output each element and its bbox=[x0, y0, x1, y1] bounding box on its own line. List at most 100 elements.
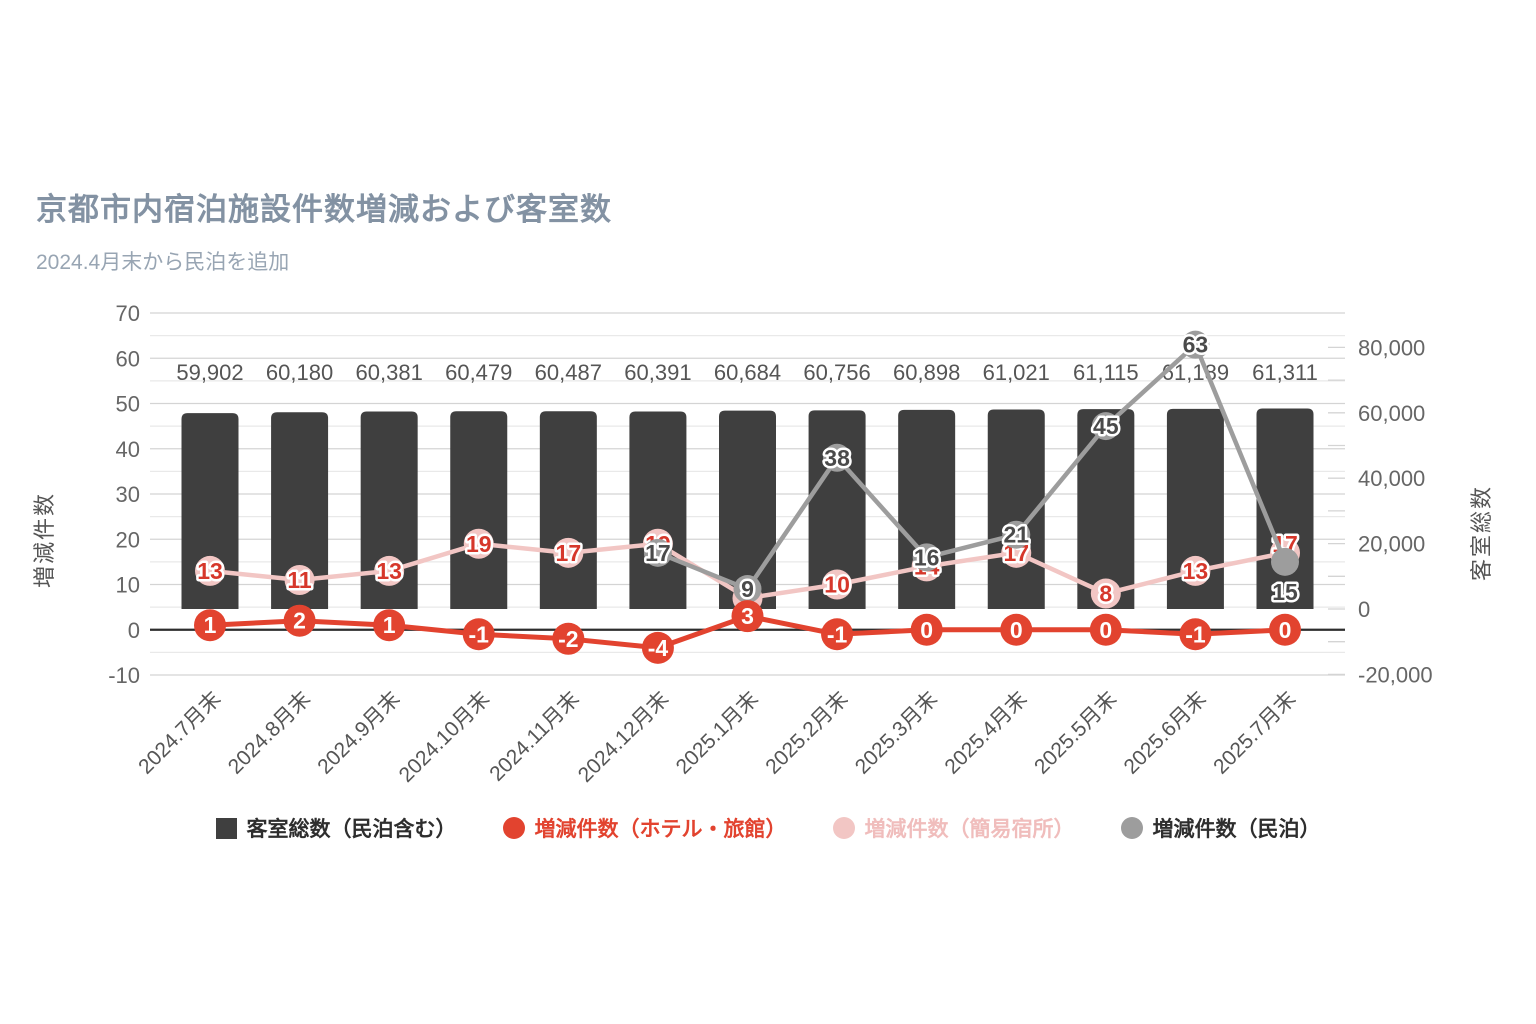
hotel_ryokan-point bbox=[283, 604, 316, 637]
legend-circle-swatch bbox=[502, 817, 525, 839]
x-axis-category-label: 2024.8月末 bbox=[224, 687, 315, 778]
simple_lodging-point bbox=[195, 555, 225, 586]
minpaku-point bbox=[912, 543, 941, 572]
left-axis-tick-label: -10 bbox=[108, 663, 140, 688]
bar-value-label: 61,115 bbox=[1073, 360, 1139, 385]
minpaku-value-label: 17 bbox=[645, 540, 671, 566]
total-rooms-bar bbox=[1077, 409, 1135, 609]
minpaku-point bbox=[823, 443, 852, 472]
legend-item-1: 増減件数（ホテル・旅館） bbox=[502, 813, 787, 843]
minpaku-value-label: 63 bbox=[1183, 332, 1209, 358]
bar-value-label: 59,902 bbox=[176, 360, 243, 385]
simple_lodging-point bbox=[374, 555, 405, 586]
left-axis-tick-label: 40 bbox=[116, 437, 140, 462]
left-axis-tick-label: 70 bbox=[116, 301, 140, 326]
hotel_ryokan-value-label: 0 bbox=[1279, 617, 1292, 643]
minpaku-point bbox=[733, 575, 762, 604]
hotel_ryokan-value-label: 1 bbox=[204, 612, 217, 638]
x-axis-category-label: 2025.7月末 bbox=[1209, 687, 1300, 778]
simple_lodging-value-label: 19 bbox=[466, 531, 492, 557]
hotel_ryokan-value-label: 1 bbox=[383, 612, 396, 638]
minpaku-value-label: 16 bbox=[914, 544, 940, 570]
right-axis-tick-label: 40,000 bbox=[1358, 466, 1425, 491]
total-rooms-bar bbox=[271, 412, 329, 609]
hotel_ryokan-point bbox=[1179, 618, 1212, 651]
minpaku-value-label: 21 bbox=[1003, 522, 1029, 548]
x-axis-category-label: 2024.12月末 bbox=[574, 687, 674, 787]
total-rooms-bar bbox=[719, 410, 776, 609]
x-axis-category-label: 2025.3月末 bbox=[851, 687, 942, 778]
legend-label: 増減件数（ホテル・旅館） bbox=[534, 818, 787, 841]
right-axis-tick-label: -20,000 bbox=[1358, 662, 1433, 687]
simple_lodging-point bbox=[553, 537, 584, 568]
minpaku-point bbox=[643, 538, 672, 567]
left-axis-title: 増減件数 bbox=[32, 492, 57, 588]
hotel_ryokan-value-label: 0 bbox=[920, 617, 933, 643]
hotel_ryokan-value-label: 3 bbox=[741, 603, 754, 629]
left-axis-tick-label: 0 bbox=[128, 618, 140, 643]
minpaku-point bbox=[1271, 547, 1299, 576]
minpaku-value-label: 9 bbox=[741, 576, 754, 602]
legend-item-0: 客室総数（民泊含む） bbox=[215, 813, 457, 843]
left-axis-tick-label: 50 bbox=[116, 392, 140, 417]
left-axis-tick-label: 20 bbox=[116, 527, 140, 552]
simple_lodging-point bbox=[1180, 555, 1211, 586]
chart-legend: 客室総数（民泊含む） 増減件数（ホテル・旅館） 増減件数（簡易宿所） 増減件数（民泊） bbox=[0, 806, 1536, 850]
combo-chart: 706050403020100-1080,00060,00040,00020,0… bbox=[32, 301, 1494, 787]
hotel_ryokan-point bbox=[552, 622, 585, 655]
bar-value-label: 60,479 bbox=[445, 360, 512, 385]
total-rooms-bar bbox=[181, 413, 239, 609]
total-rooms-bar bbox=[629, 411, 687, 609]
legend-item-2: 増減件数（簡易宿所） bbox=[832, 813, 1075, 843]
hotel_ryokan-point bbox=[731, 600, 764, 633]
legend-circle-swatch bbox=[832, 817, 855, 839]
minpaku-point bbox=[1091, 412, 1120, 441]
legend-circle-swatch bbox=[1120, 817, 1143, 839]
hotel_ryokan-value-label: -1 bbox=[827, 621, 848, 647]
simple_lodging-value-label: 10 bbox=[824, 572, 850, 598]
hotel_ryokan-value-label: 0 bbox=[1099, 617, 1112, 643]
simple_lodging-value-label: 17 bbox=[556, 540, 582, 566]
right-axis-tick-label: 80,000 bbox=[1358, 335, 1425, 360]
left-axis-tick-label: 10 bbox=[116, 573, 140, 598]
x-axis-category-label: 2024.7月末 bbox=[134, 687, 225, 778]
hotel_ryokan-point bbox=[1089, 613, 1122, 646]
hotel_ryokan-point bbox=[194, 609, 226, 642]
total-rooms-bar bbox=[898, 409, 956, 609]
right-axis-tick-label: 60,000 bbox=[1358, 401, 1425, 426]
legend-label: 増減件数（民泊） bbox=[1152, 818, 1321, 841]
right-axis-tick-label: 20,000 bbox=[1358, 532, 1425, 557]
hotel_ryokan-value-label: -4 bbox=[648, 635, 669, 661]
bar-value-label: 60,898 bbox=[893, 360, 960, 385]
hotel_ryokan-point bbox=[641, 631, 674, 664]
bar-value-label: 60,391 bbox=[624, 360, 691, 385]
hotel_ryokan-value-label: -1 bbox=[469, 621, 490, 647]
x-axis-category-label: 2025.6月末 bbox=[1120, 687, 1211, 778]
legend-square-swatch bbox=[215, 817, 237, 839]
minpaku-value-label: 15 bbox=[1272, 579, 1298, 605]
hotel_ryokan-point bbox=[373, 609, 406, 642]
minpaku-point bbox=[1002, 520, 1031, 549]
simple_lodging-value-label: 13 bbox=[1183, 558, 1209, 584]
simple_lodging-value-label: 13 bbox=[376, 558, 402, 584]
bar-value-label: 60,381 bbox=[356, 360, 423, 385]
minpaku-point bbox=[1181, 330, 1210, 359]
bar-value-label: 61,021 bbox=[983, 360, 1050, 385]
minpaku-line bbox=[657, 342, 1288, 592]
simple_lodging-value-label: 8 bbox=[1099, 581, 1112, 607]
total-rooms-bar bbox=[1166, 408, 1224, 609]
simple_lodging-point bbox=[463, 528, 494, 559]
hotel_ryokan-point bbox=[1269, 613, 1301, 646]
bar-value-label: 60,180 bbox=[266, 360, 333, 385]
total-rooms-bar bbox=[360, 411, 418, 609]
simple_lodging-point bbox=[1090, 578, 1121, 609]
x-axis-category-label: 2024.10月末 bbox=[395, 687, 495, 787]
x-axis-category-label: 2025.2月末 bbox=[761, 687, 852, 778]
total-rooms-bar bbox=[808, 410, 866, 609]
bar-value-label: 61,311 bbox=[1252, 360, 1318, 385]
legend-label: 増減件数（簡易宿所） bbox=[864, 818, 1075, 841]
bar-value-label: 60,487 bbox=[535, 360, 602, 385]
bar-value-label: 60,756 bbox=[803, 360, 870, 385]
x-axis-category-label: 2025.5月末 bbox=[1030, 687, 1121, 778]
x-axis-category-label: 2024.11月末 bbox=[485, 687, 584, 786]
